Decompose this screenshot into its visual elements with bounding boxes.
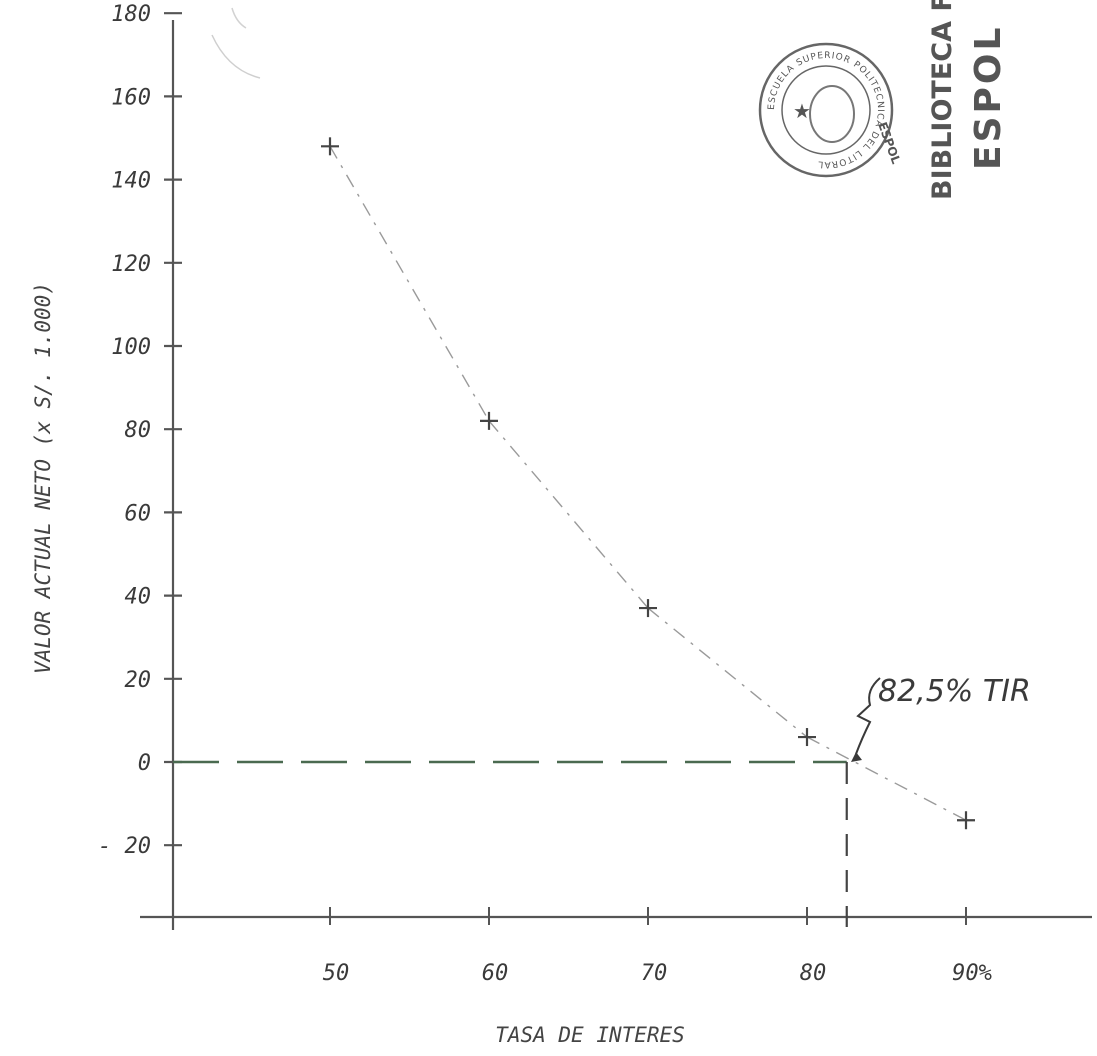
x-ticks: 50 60 70 80 90% — [323, 907, 992, 986]
y-axis-title: VALOR ACTUAL NETO (x S/. 1.000) — [31, 282, 55, 674]
y-tick-label: 180 — [111, 2, 151, 27]
library-seal: ESCUELA SUPERIOR POLITECNICA DEL LITORAL… — [758, 42, 903, 178]
y-tick-label: 100 — [111, 335, 151, 360]
trend-segment — [329, 145, 490, 422]
y-tick-label: 20 — [125, 668, 152, 693]
trend-segment — [647, 607, 808, 738]
x-tick-label: 50 — [323, 961, 350, 986]
trend-line — [329, 145, 967, 821]
data-point — [480, 411, 498, 430]
library-stamp-line1: BIBLIOTECA FICT — [927, 0, 958, 200]
x-axis-title: TASA DE INTERES — [495, 1023, 685, 1047]
seal-ring-text: ESCUELA SUPERIOR POLITECNICA DEL LITORAL — [767, 51, 885, 169]
y-tick-label: - 20 — [98, 834, 151, 859]
trend-segment — [488, 420, 649, 609]
y-tick-label: 80 — [125, 418, 152, 443]
data-point — [639, 599, 657, 618]
data-points — [321, 137, 975, 830]
tir-reference-lines — [173, 760, 848, 927]
tir-label: 82,5% TIR — [878, 674, 1031, 709]
data-point — [957, 811, 975, 830]
y-tick-label: 160 — [111, 85, 151, 110]
seal-inner-ring — [781, 65, 871, 155]
seal-ring-short: ESPOL — [875, 120, 903, 166]
scan-mark — [231, 7, 247, 29]
x-tick-label: 90% — [952, 961, 992, 986]
data-point — [321, 137, 339, 156]
y-ticks: 180 160 140 120 100 80 60 40 20 0 - 20 — [98, 2, 182, 859]
tir-arrow — [855, 677, 881, 755]
library-stamp-line2: ESPOL — [968, 25, 1009, 170]
x-tick-label: 80 — [800, 961, 827, 986]
seal-outer-ring — [758, 42, 894, 178]
y-tick-label: 40 — [125, 585, 152, 610]
y-tick-label: 0 — [138, 751, 151, 776]
y-tick-label: 120 — [111, 252, 151, 277]
x-tick-label: 70 — [641, 961, 668, 986]
trend-segment — [806, 736, 967, 821]
tir-arrow-head — [851, 752, 862, 762]
axes — [140, 20, 1092, 930]
seal-turtle-icon — [809, 85, 855, 143]
seal-star-icon: ★ — [793, 99, 811, 123]
x-tick-label: 60 — [482, 961, 509, 986]
data-point — [798, 728, 816, 747]
tir-annotation: 82,5% TIR — [851, 674, 1031, 762]
y-tick-label: 60 — [125, 501, 152, 526]
scan-mark — [211, 34, 261, 79]
y-tick-label: 140 — [111, 169, 151, 194]
